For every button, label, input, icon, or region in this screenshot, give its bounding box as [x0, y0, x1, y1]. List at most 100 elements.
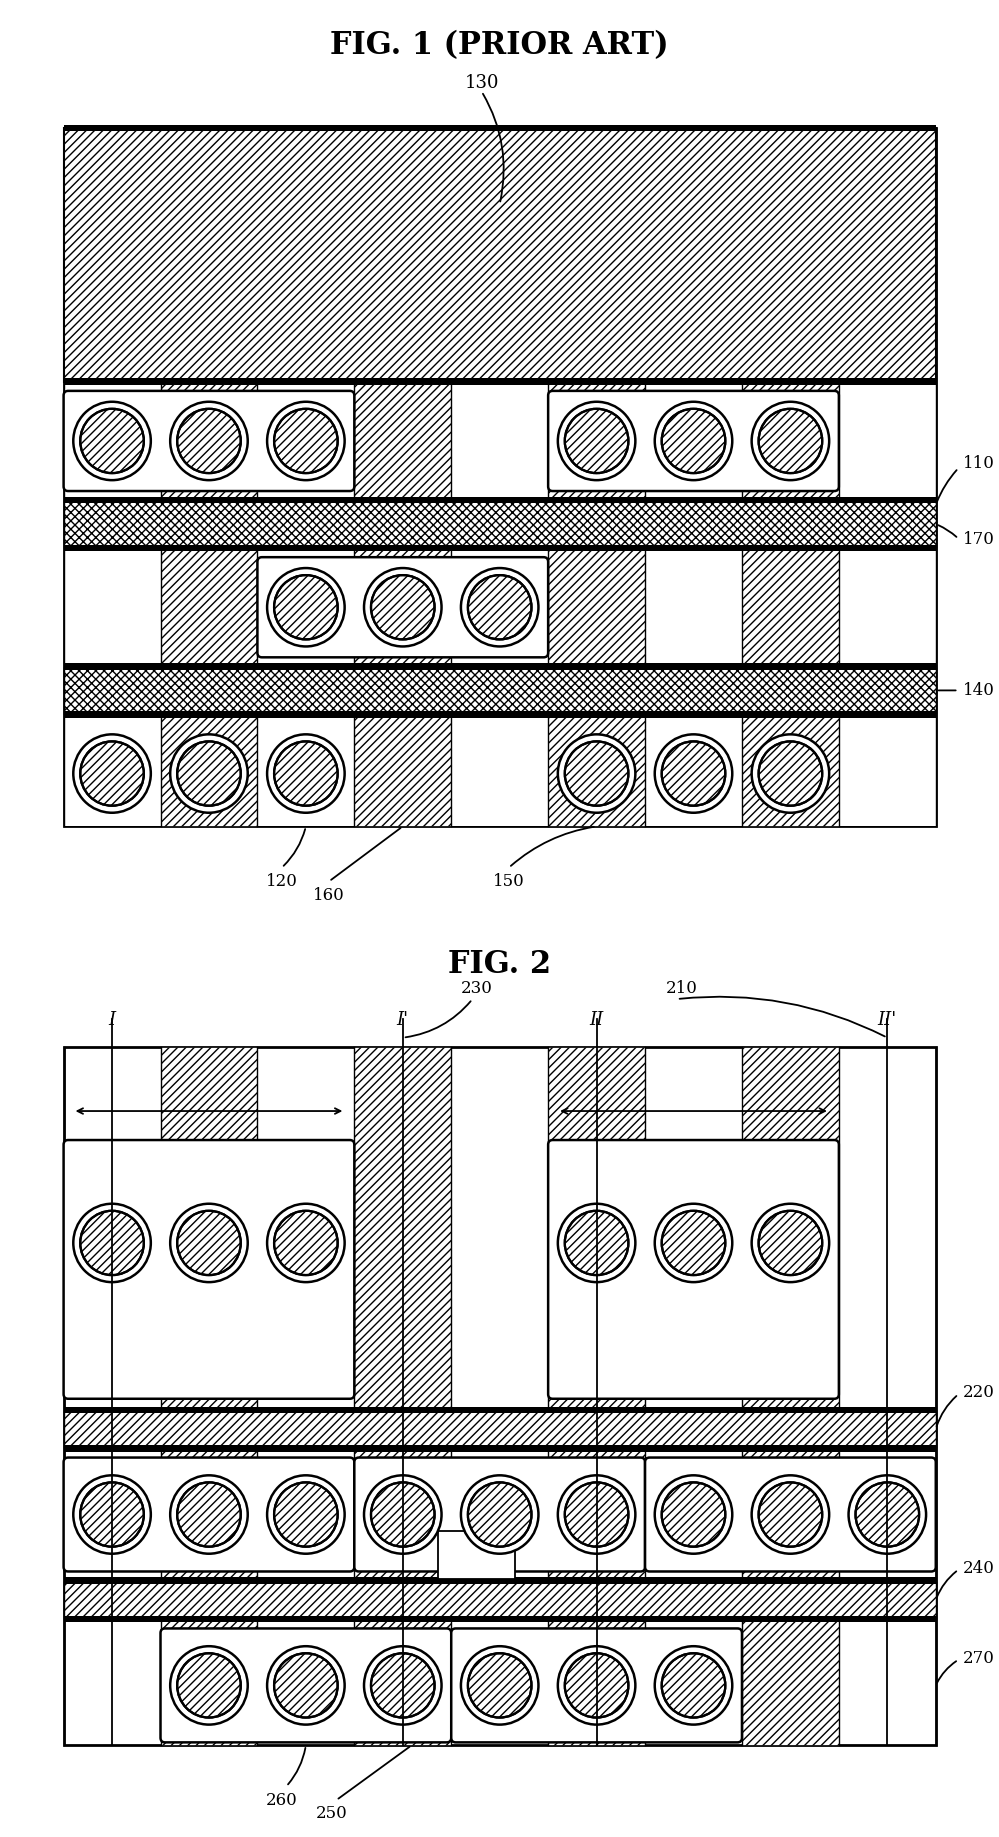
- Bar: [741, 129, 838, 827]
- Circle shape: [371, 1482, 435, 1547]
- Bar: [64, 498, 935, 503]
- Circle shape: [274, 1653, 338, 1718]
- Circle shape: [364, 1475, 442, 1554]
- Circle shape: [855, 1482, 919, 1547]
- Text: I: I: [109, 1010, 116, 1029]
- FancyBboxPatch shape: [547, 391, 838, 492]
- Bar: [452, 129, 547, 827]
- Circle shape: [654, 1646, 732, 1725]
- Circle shape: [80, 1482, 144, 1547]
- Circle shape: [364, 568, 442, 647]
- Circle shape: [170, 735, 248, 814]
- Bar: [64, 667, 935, 715]
- Circle shape: [177, 1211, 241, 1275]
- Circle shape: [758, 742, 822, 806]
- Circle shape: [661, 1482, 725, 1547]
- Bar: [64, 129, 935, 382]
- Circle shape: [661, 1653, 725, 1718]
- Circle shape: [751, 402, 829, 481]
- Circle shape: [170, 1475, 248, 1554]
- Circle shape: [267, 568, 345, 647]
- Circle shape: [170, 1646, 248, 1725]
- Bar: [64, 125, 935, 132]
- Text: 240: 240: [963, 1560, 995, 1576]
- Circle shape: [654, 735, 732, 814]
- Circle shape: [557, 402, 635, 481]
- Text: FIG. 2: FIG. 2: [448, 950, 551, 979]
- Circle shape: [274, 575, 338, 639]
- Circle shape: [73, 1203, 151, 1282]
- Circle shape: [468, 1653, 531, 1718]
- Bar: [64, 1578, 935, 1583]
- Circle shape: [654, 402, 732, 481]
- FancyBboxPatch shape: [644, 1459, 935, 1572]
- Bar: [64, 378, 935, 386]
- Circle shape: [557, 735, 635, 814]
- Bar: [741, 1047, 838, 1745]
- Circle shape: [267, 735, 345, 814]
- Circle shape: [461, 1475, 538, 1554]
- Circle shape: [267, 1203, 345, 1282]
- Text: 230: 230: [461, 979, 493, 996]
- FancyBboxPatch shape: [64, 391, 355, 492]
- Circle shape: [564, 1653, 628, 1718]
- Bar: [838, 129, 935, 827]
- Bar: [64, 663, 935, 671]
- Bar: [355, 1047, 452, 1745]
- Circle shape: [564, 410, 628, 474]
- Bar: [64, 502, 935, 549]
- Circle shape: [274, 410, 338, 474]
- Circle shape: [758, 410, 822, 474]
- FancyBboxPatch shape: [161, 1628, 452, 1741]
- Circle shape: [468, 1482, 531, 1547]
- Bar: [64, 1411, 935, 1448]
- Circle shape: [751, 735, 829, 814]
- Circle shape: [848, 1475, 926, 1554]
- Bar: [64, 129, 161, 827]
- Circle shape: [170, 1203, 248, 1282]
- Circle shape: [274, 1482, 338, 1547]
- Bar: [161, 129, 258, 827]
- Circle shape: [274, 1211, 338, 1275]
- Text: 110: 110: [963, 456, 995, 472]
- Circle shape: [267, 1646, 345, 1725]
- Bar: [64, 1580, 935, 1620]
- FancyBboxPatch shape: [258, 558, 547, 658]
- Text: 210: 210: [665, 979, 697, 996]
- Text: 170: 170: [963, 531, 995, 547]
- Bar: [161, 1047, 258, 1745]
- Circle shape: [557, 1203, 635, 1282]
- Bar: [355, 129, 452, 827]
- Circle shape: [654, 1475, 732, 1554]
- Circle shape: [371, 1653, 435, 1718]
- Circle shape: [758, 1211, 822, 1275]
- FancyBboxPatch shape: [64, 1459, 355, 1572]
- Bar: [644, 129, 741, 827]
- Text: 250: 250: [316, 1804, 348, 1822]
- Circle shape: [177, 1482, 241, 1547]
- Bar: [64, 129, 935, 827]
- Bar: [64, 1047, 935, 1745]
- Circle shape: [557, 1646, 635, 1725]
- Bar: [64, 1617, 935, 1622]
- Bar: [64, 546, 935, 551]
- Circle shape: [564, 742, 628, 806]
- Bar: [64, 711, 935, 718]
- Bar: [547, 129, 644, 827]
- Circle shape: [177, 742, 241, 806]
- Bar: [258, 129, 355, 827]
- Circle shape: [177, 410, 241, 474]
- Circle shape: [267, 402, 345, 481]
- Circle shape: [654, 1203, 732, 1282]
- Bar: [64, 1407, 935, 1413]
- Circle shape: [170, 402, 248, 481]
- Circle shape: [177, 1653, 241, 1718]
- Bar: [438, 1532, 514, 1580]
- Text: 220: 220: [963, 1383, 995, 1402]
- Circle shape: [274, 742, 338, 806]
- Text: 130: 130: [465, 73, 499, 92]
- Text: II': II': [877, 1010, 897, 1029]
- FancyBboxPatch shape: [452, 1628, 741, 1741]
- Text: II: II: [589, 1010, 603, 1029]
- Circle shape: [661, 742, 725, 806]
